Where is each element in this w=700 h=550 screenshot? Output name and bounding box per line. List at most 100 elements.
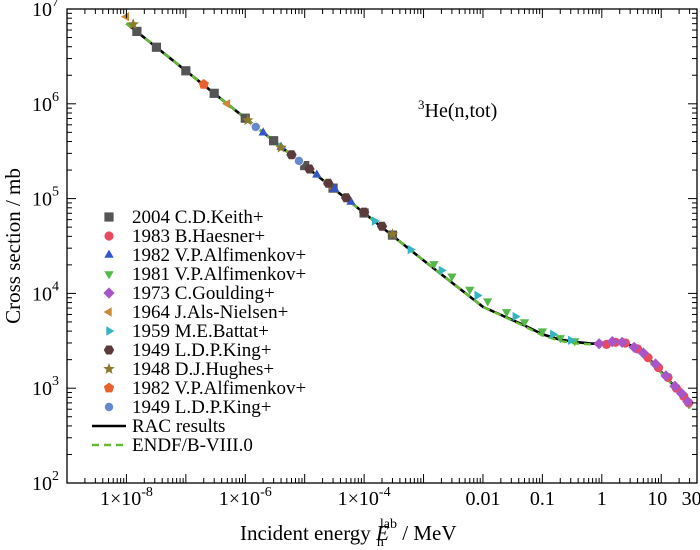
- x-tick-label: 1: [597, 488, 607, 510]
- data-point-1982-v-p-alfimenkov-2-4: [330, 183, 340, 192]
- data-point-1981-v-p-alfimenkov-3-7: [555, 335, 565, 344]
- data-point-1981-v-p-alfimenkov-3-4: [501, 309, 512, 318]
- x-tick-label: 1×10-4: [338, 485, 391, 510]
- data-point-1973-c-goulding-4-6: [660, 370, 672, 382]
- legend-marker-swatch: [104, 231, 114, 241]
- data-point-1949-l-d-p-king-7-5: [376, 221, 388, 231]
- data-point-1981-v-p-alfimenkov-3-3: [483, 298, 493, 307]
- y-tick-label: 106: [32, 90, 59, 116]
- legend-label: 1949 L.D.P.King+: [132, 397, 272, 418]
- legend-marker-swatch: [103, 287, 115, 299]
- legend-label: 1982 V.P.Alfimenkov+: [132, 378, 306, 399]
- y-tick-label: 105: [32, 185, 59, 211]
- data-point-1959-m-e-battat-6-1: [371, 216, 380, 226]
- data-point-1981-v-p-alfimenkov-3-5: [519, 319, 530, 328]
- data-point-1973-c-goulding-4-2: [616, 336, 628, 348]
- data-point-1981-v-p-alfimenkov-3-0: [429, 261, 439, 270]
- tick-layer: 1×10-8 1×10-6 1×10-4 0.01 0.1 1 10 30 102 103 104 1…: [32, 0, 700, 510]
- legend-entry-1973-c-goulding-4: 1973 C.Goulding+: [103, 283, 275, 304]
- data-point-1949-l-d-p-king-10-0: [250, 121, 261, 132]
- legend-marker-swatch: [103, 345, 115, 355]
- data-point-1949-l-d-p-king-7-1: [304, 164, 315, 174]
- data-point-1973-c-goulding-4-4: [637, 347, 649, 359]
- x-tick-label: 1×10-6: [219, 485, 272, 510]
- legend-entry-2004-c-d-keith-0: 2004 C.D.Keith+: [104, 207, 264, 228]
- x-axis-label-prefix: Incident energy: [240, 521, 376, 545]
- legend-marker-swatch: [104, 401, 115, 412]
- legend-label: 1981 V.P.Alfimenkov+: [132, 264, 306, 285]
- data-point-2004-c-d-keith-0-1: [151, 42, 162, 52]
- legend-entry-rac-results-11: RAC results: [92, 416, 225, 437]
- legend: 2004 C.D.Keith+1983 B.Haesner+1982 V.P.A…: [92, 207, 306, 456]
- data-point-1948-d-j-hughes-8-0: [127, 18, 139, 30]
- legend-label: 2004 C.D.Keith+: [132, 207, 264, 228]
- data-point-1982-v-p-alfimenkov-9-0: [198, 79, 209, 89]
- data-point-2004-c-d-keith-0-4: [240, 113, 250, 123]
- data-point-1964-j-als-nielsen-5-0: [121, 12, 130, 22]
- legend-label: 1982 V.P.Alfimenkov+: [132, 245, 306, 266]
- legend-entry-1981-v-p-alfimenkov-3: 1981 V.P.Alfimenkov+: [104, 264, 306, 285]
- x-tick-label: 0.01: [465, 488, 500, 510]
- data-point-2004-c-d-keith-0-3: [209, 88, 219, 98]
- legend-label: 1948 D.J.Hughes+: [132, 359, 274, 380]
- data-point-1973-c-goulding-4-0: [593, 338, 605, 350]
- legend-label: 1964 J.Als-Nielsen+: [132, 302, 288, 323]
- x-axis-label: Incident energy En lab / MeV: [240, 517, 457, 550]
- data-point-1948-d-j-hughes-8-2: [275, 141, 287, 153]
- data-point-1949-l-d-p-king-7-0: [286, 150, 297, 160]
- y-tick-label: 102: [32, 469, 59, 495]
- legend-label: RAC results: [132, 416, 225, 437]
- legend-marker-swatch: [106, 326, 115, 336]
- data-point-1964-j-als-nielsen-5-1: [222, 99, 231, 109]
- legend-entry-1982-v-p-alfimenkov-2: 1982 V.P.Alfimenkov+: [104, 245, 306, 266]
- data-point-1959-m-e-battat-6-5: [512, 311, 521, 322]
- plot-annotation: 3He(n,tot): [418, 97, 497, 122]
- x-tick-label: 0.1: [530, 488, 555, 510]
- legend-entry-1949-l-d-p-king-7: 1949 L.D.P.King+: [103, 340, 272, 361]
- y-tick-label: 107: [32, 0, 59, 21]
- data-point-1949-l-d-p-king-7-3: [341, 193, 352, 203]
- data-point-1959-m-e-battat-6-3: [438, 265, 447, 275]
- data-point-1982-v-p-alfimenkov-2-0: [258, 127, 268, 136]
- data-point-1981-v-p-alfimenkov-3-6: [537, 328, 548, 337]
- y-tick-label: 104: [32, 279, 59, 305]
- legend-entry-1983-b-haesner-1: 1983 B.Haesner+: [104, 226, 265, 247]
- data-point-1981-v-p-alfimenkov-3-2: [465, 286, 475, 295]
- x-tick-label: 30: [682, 488, 700, 510]
- annotation-text: He(n,tot): [425, 100, 498, 122]
- data-point-1973-c-goulding-4-5: [649, 358, 662, 370]
- legend-marker-swatch: [104, 249, 114, 258]
- data-point-1959-m-e-battat-6-4: [474, 290, 483, 301]
- data-point-1981-v-p-alfimenkov-3-1: [447, 273, 457, 282]
- data-point-1982-v-p-alfimenkov-2-5: [346, 196, 356, 205]
- data-point-1959-m-e-battat-6-2: [407, 244, 416, 255]
- legend-marker-swatch: [104, 212, 114, 222]
- data-point-1949-l-d-p-king-7-2: [323, 178, 334, 188]
- legend-marker-swatch: [103, 307, 112, 317]
- y-tick-label: 103: [32, 374, 59, 400]
- legend-label: 1983 B.Haesner+: [132, 226, 265, 247]
- legend-label: 1973 C.Goulding+: [132, 283, 275, 304]
- data-point-1959-m-e-battat-6-7: [568, 335, 577, 345]
- data-point-1973-c-goulding-4-8: [676, 387, 688, 400]
- data-point-1949-l-d-p-king-7-4: [358, 207, 370, 217]
- data-point-1982-v-p-alfimenkov-2-3: [312, 169, 322, 178]
- data-point-2004-c-d-keith-0-0: [132, 26, 142, 37]
- data-point-1959-m-e-battat-6-6: [550, 329, 559, 339]
- legend-entry-1964-j-als-nielsen-5: 1964 J.Als-Nielsen+: [103, 302, 288, 323]
- legend-entry-1948-d-j-hughes-8: 1948 D.J.Hughes+: [103, 359, 274, 380]
- legend-entry-endf-b-viii-0-12: ENDF/B-VIII.0: [92, 435, 253, 456]
- data-point-2004-c-d-keith-0-2: [181, 66, 191, 76]
- x-axis-label-suffix: / MeV: [397, 521, 457, 545]
- legend-label: ENDF/B-VIII.0: [132, 435, 253, 456]
- data-point-1973-c-goulding-4-7: [669, 380, 681, 392]
- x-tick-label: 1×10-8: [100, 485, 153, 510]
- x-axis-label-symbol: E: [375, 521, 389, 545]
- data-point-2004-c-d-keith-0-6: [300, 160, 310, 171]
- y-axis-label: Cross section / mb: [1, 168, 25, 324]
- legend-entry-1959-m-e-battat-6: 1959 M.E.Battat+: [106, 321, 269, 342]
- marker-layer: [121, 12, 694, 408]
- data-point-2004-c-d-keith-0-5: [269, 136, 279, 146]
- legend-marker-swatch: [104, 271, 114, 280]
- legend-label: 1949 L.D.P.King+: [132, 340, 272, 361]
